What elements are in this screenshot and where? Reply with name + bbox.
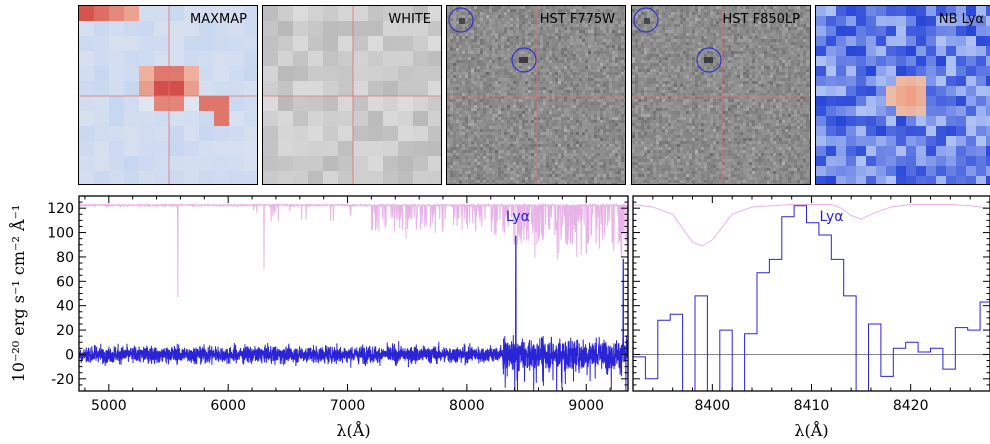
y-axis-label: 10⁻²⁰ erg s⁻¹ cm⁻² Å⁻¹ — [8, 205, 28, 383]
lya-annotation: Lyα — [506, 209, 530, 225]
thumbnail-label: HST F775W — [539, 12, 615, 27]
x-tick-label: 5000 — [91, 398, 127, 414]
y-tick-label: 20 — [56, 323, 74, 339]
x-tick-label: 7000 — [330, 398, 366, 414]
x-tick-label: 8420 — [893, 398, 929, 414]
thumbnail-label: WHITE — [388, 12, 431, 27]
thumbnail-hst: HST F775W — [446, 5, 626, 185]
x-tick-label: 6000 — [210, 398, 246, 414]
sky-spectrum — [633, 204, 990, 247]
source-circle — [448, 7, 474, 33]
thumbnail-image — [632, 6, 810, 184]
plot-frame — [632, 195, 990, 392]
plot-area — [79, 202, 628, 391]
full-spectrum-panel: 5000 6000 7000 8000 9000 -20 0 20 40 60 80 100 120 10… — [8, 195, 629, 440]
source-circle — [511, 47, 537, 73]
thumbnail-label: MAXMAP — [190, 12, 247, 27]
thumbnail-white: WHITE — [262, 5, 442, 185]
zoom-panel: 8400 8410 8420 λ(Å) Lyα — [632, 195, 990, 440]
sky-spectrum — [79, 202, 628, 298]
y-tick-label: 40 — [56, 299, 74, 315]
thumbnail-label: NB Lyα — [938, 12, 984, 27]
thumbnail-image — [816, 6, 990, 184]
x-tick-label: 9000 — [568, 398, 604, 414]
x-tick-label: 8400 — [695, 398, 731, 414]
thumbnail-nb: NB Lyα — [815, 5, 990, 185]
flux-spectrum — [633, 205, 990, 391]
flux-spectrum — [79, 235, 628, 391]
x-axis-label: λ(Å) — [794, 420, 828, 440]
thumbnail-image — [447, 6, 625, 184]
y-tick-label: 120 — [47, 201, 74, 217]
y-tick-label: 60 — [56, 274, 74, 290]
x-tick-label: 8410 — [794, 398, 830, 414]
y-tick-label: 100 — [47, 226, 74, 242]
y-tick-label: 0 — [65, 347, 74, 363]
thumbnail-image — [263, 6, 441, 184]
thumbnail-image — [79, 6, 257, 184]
lya-annotation: Lyα — [820, 209, 844, 225]
thumbnail-label: HST F850LP — [722, 12, 800, 27]
x-tick-label: 8000 — [449, 398, 485, 414]
thumbnail-hst: HST F850LP — [631, 5, 811, 185]
source-circle — [696, 47, 722, 73]
y-tick-label: 80 — [56, 250, 74, 266]
thumbnail-maxmap: MAXMAP — [78, 5, 258, 185]
y-tick-label: -20 — [51, 372, 74, 388]
source-circle — [633, 7, 659, 33]
x-axis-label: λ(Å) — [336, 420, 370, 440]
plot-area — [633, 204, 990, 391]
